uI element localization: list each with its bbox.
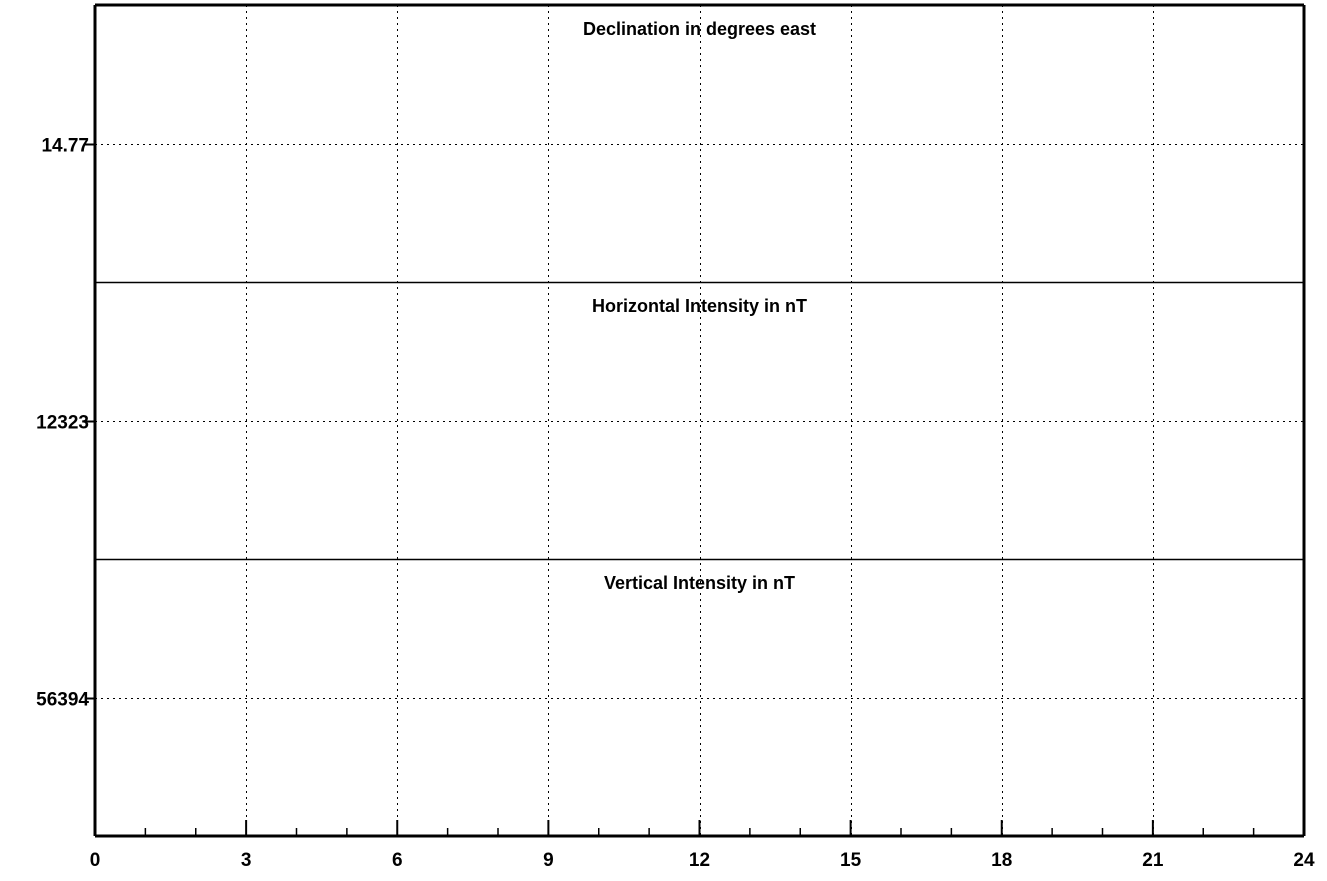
- panel-title-declination: Declination in degrees east: [583, 19, 816, 39]
- x-tick-label: 12: [689, 850, 710, 871]
- panel-title-vertical: Vertical Intensity in nT: [604, 573, 795, 593]
- x-tick-label: 3: [241, 850, 252, 871]
- x-tick-label: 21: [1142, 850, 1164, 871]
- x-tick-label: 15: [840, 850, 862, 871]
- x-tick-label: 24: [1293, 850, 1315, 871]
- x-tick-label: 18: [991, 850, 1012, 871]
- panel-title-horizontal: Horizontal Intensity in nT: [592, 296, 807, 316]
- x-tick-label: 6: [392, 850, 403, 871]
- grid-lines: [95, 5, 1304, 836]
- x-tick-label: 9: [543, 850, 554, 871]
- axis-labels: 14.77 Declination in degrees east 12323 Hor…: [36, 19, 1315, 871]
- y-tick-label-horizontal: 12323: [36, 413, 89, 434]
- y-tick-label-declination: 14.77: [41, 136, 89, 157]
- y-tick-label-vertical: 56394: [36, 690, 89, 711]
- axis-ticks: [85, 143, 1305, 836]
- x-tick-label: 0: [90, 850, 101, 871]
